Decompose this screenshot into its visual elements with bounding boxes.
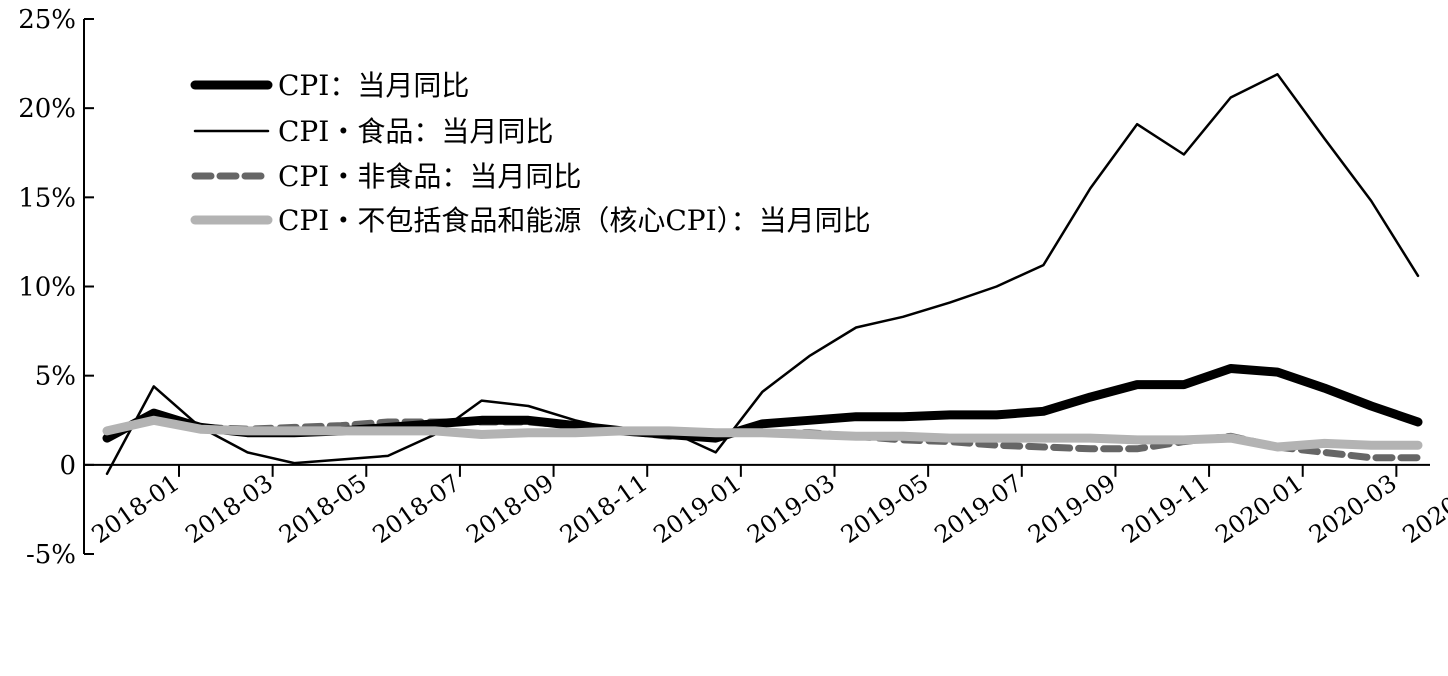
legend-label-3: CPI・非食品：当月同比 [278, 160, 581, 193]
legend-label-2: CPI・食品：当月同比 [278, 115, 553, 148]
series-line-2 [105, 73, 1420, 476]
series-line-4 [102, 415, 1423, 452]
x-tick-label: 2019-09 [1023, 469, 1121, 549]
x-tick-label: 2018-09 [461, 469, 559, 549]
legend: CPI：当月同比 CPI・食品：当月同比 CPI・非食品：当月同比 CPI・不包括食品… [190, 69, 871, 237]
y-tick-label: 15% [18, 183, 76, 213]
legend-label-4: CPI・不包括食品和能源（核心CPI）：当月同比 [278, 204, 871, 237]
y-tick-label: -5% [26, 540, 76, 570]
x-tick-label: 2018-03 [180, 469, 278, 549]
x-tick-label: 2018-11 [555, 469, 653, 549]
x-tick-label: 2019-01 [649, 469, 747, 549]
y-tick-label: 0 [59, 451, 76, 481]
y-tick-label: 25% [18, 5, 76, 35]
x-tick-label: 2019-03 [742, 469, 840, 549]
y-tick-label: 5% [35, 362, 76, 392]
x-tick-label: 2020-05 [1398, 469, 1448, 549]
legend-label-1: CPI：当月同比 [278, 69, 469, 102]
x-tick-label: 2018-01 [87, 469, 185, 549]
x-tick-label: 2020-03 [1304, 469, 1402, 549]
x-tick-label: 2018-07 [368, 469, 466, 549]
y-tick-label: 20% [18, 94, 76, 124]
series-layer [102, 73, 1423, 476]
x-tick-label: 2018-05 [274, 469, 372, 549]
x-tick-label: 2019-07 [929, 469, 1027, 549]
y-tick-label: 10% [18, 273, 76, 303]
axes: -5%05%10%15%20%25%2018-012018-032018-052… [18, 5, 1448, 570]
x-tick-label: 2020-01 [1210, 469, 1308, 549]
x-tick-label: 2019-11 [1117, 469, 1215, 549]
x-tick-label: 2019-05 [836, 469, 934, 549]
